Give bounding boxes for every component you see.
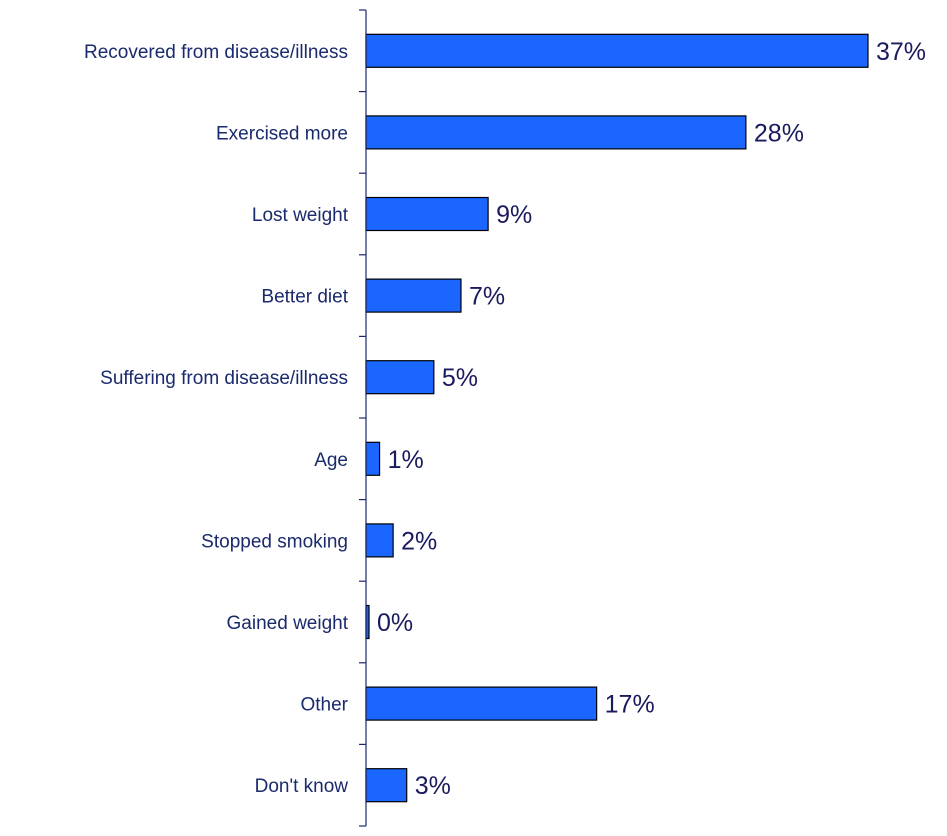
category-label-2: Lost weight — [252, 205, 349, 226]
category-axis — [359, 9, 367, 827]
category-label-4: Suffering from disease/illness — [100, 368, 348, 389]
bar-9 — [365, 768, 408, 803]
bar-4 — [365, 360, 435, 395]
value-labels: 37% 28% 9% 7% 5% 1% 2% 0% 17% 3% — [377, 38, 926, 800]
value-label-8: 17% — [605, 691, 655, 719]
value-label-3: 7% — [469, 283, 505, 311]
category-label-5: Age — [314, 450, 348, 471]
value-label-0: 37% — [876, 38, 926, 66]
bars-group — [365, 33, 869, 803]
category-label-9: Don't know — [255, 776, 349, 797]
value-label-2: 9% — [496, 201, 532, 229]
category-labels: Recovered from disease/illness Exercised … — [84, 42, 349, 797]
category-label-1: Exercised more — [216, 123, 348, 144]
category-label-8: Other — [300, 695, 348, 716]
value-label-7: 0% — [377, 609, 413, 637]
bar-2 — [365, 196, 489, 232]
bar-6 — [365, 523, 394, 558]
value-label-9: 3% — [415, 772, 451, 800]
value-label-5: 1% — [388, 446, 424, 474]
category-label-7: Gained weight — [227, 613, 349, 634]
value-label-4: 5% — [442, 364, 478, 392]
bar-5 — [365, 441, 381, 476]
category-label-3: Better diet — [261, 287, 348, 308]
category-label-0: Recovered from disease/illness — [84, 42, 348, 63]
value-label-1: 28% — [754, 119, 804, 147]
category-label-6: Stopped smoking — [201, 531, 348, 552]
bar-8 — [365, 686, 598, 721]
bar-0 — [365, 33, 869, 68]
bar-3 — [365, 278, 462, 313]
value-label-6: 2% — [401, 527, 437, 555]
bar-1 — [365, 115, 747, 150]
